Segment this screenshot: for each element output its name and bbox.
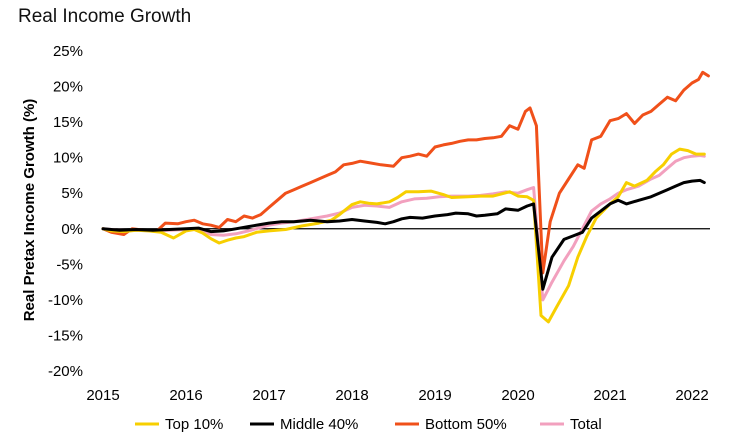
legend-label-bottom-50: Bottom 50% <box>425 416 507 433</box>
x-tick-label: 2015 <box>86 387 119 404</box>
y-tick-label: 5% <box>61 185 83 202</box>
y-tick-label: 15% <box>53 114 83 131</box>
y-tick-label: 0% <box>61 221 83 238</box>
series-lines <box>101 70 710 324</box>
series-line-bottom-50 <box>101 70 710 275</box>
y-tick-label: 20% <box>53 79 83 96</box>
y-tick-label: -20% <box>48 363 83 380</box>
y-tick-label: -15% <box>48 327 83 344</box>
legend: Top 10% Middle 40% Bottom 50% Total <box>135 416 602 433</box>
x-tick-label: 2016 <box>169 387 202 404</box>
legend-label-middle-40: Middle 40% <box>280 416 358 433</box>
x-tick-labels: 2015 2016 2017 2018 2019 2020 2021 2022 <box>86 387 708 404</box>
y-tick-label: 10% <box>53 150 83 167</box>
x-tick-label: 2020 <box>501 387 534 404</box>
y-tick-label: 25% <box>53 43 83 60</box>
legend-label-top-10: Top 10% <box>165 416 223 433</box>
x-tick-label: 2017 <box>252 387 285 404</box>
y-tick-labels: 25% 20% 15% 10% 5% 0% -5% -10% -15% -20% <box>48 43 83 380</box>
y-axis-title: Real Pretax Income Growth (%) <box>21 99 38 322</box>
x-tick-label: 2019 <box>418 387 451 404</box>
series-line-top-10 <box>101 147 706 324</box>
series-line-middle-40 <box>101 178 706 291</box>
chart-title: Real Income Growth <box>18 6 192 27</box>
y-tick-label: -5% <box>56 256 83 273</box>
y-axis-title-group: Real Pretax Income Growth (%) <box>21 99 38 322</box>
x-tick-label: 2018 <box>335 387 368 404</box>
legend-label-total: Total <box>570 416 602 433</box>
x-tick-label: 2021 <box>593 387 626 404</box>
y-tick-label: -10% <box>48 292 83 309</box>
x-tick-label: 2022 <box>675 387 708 404</box>
